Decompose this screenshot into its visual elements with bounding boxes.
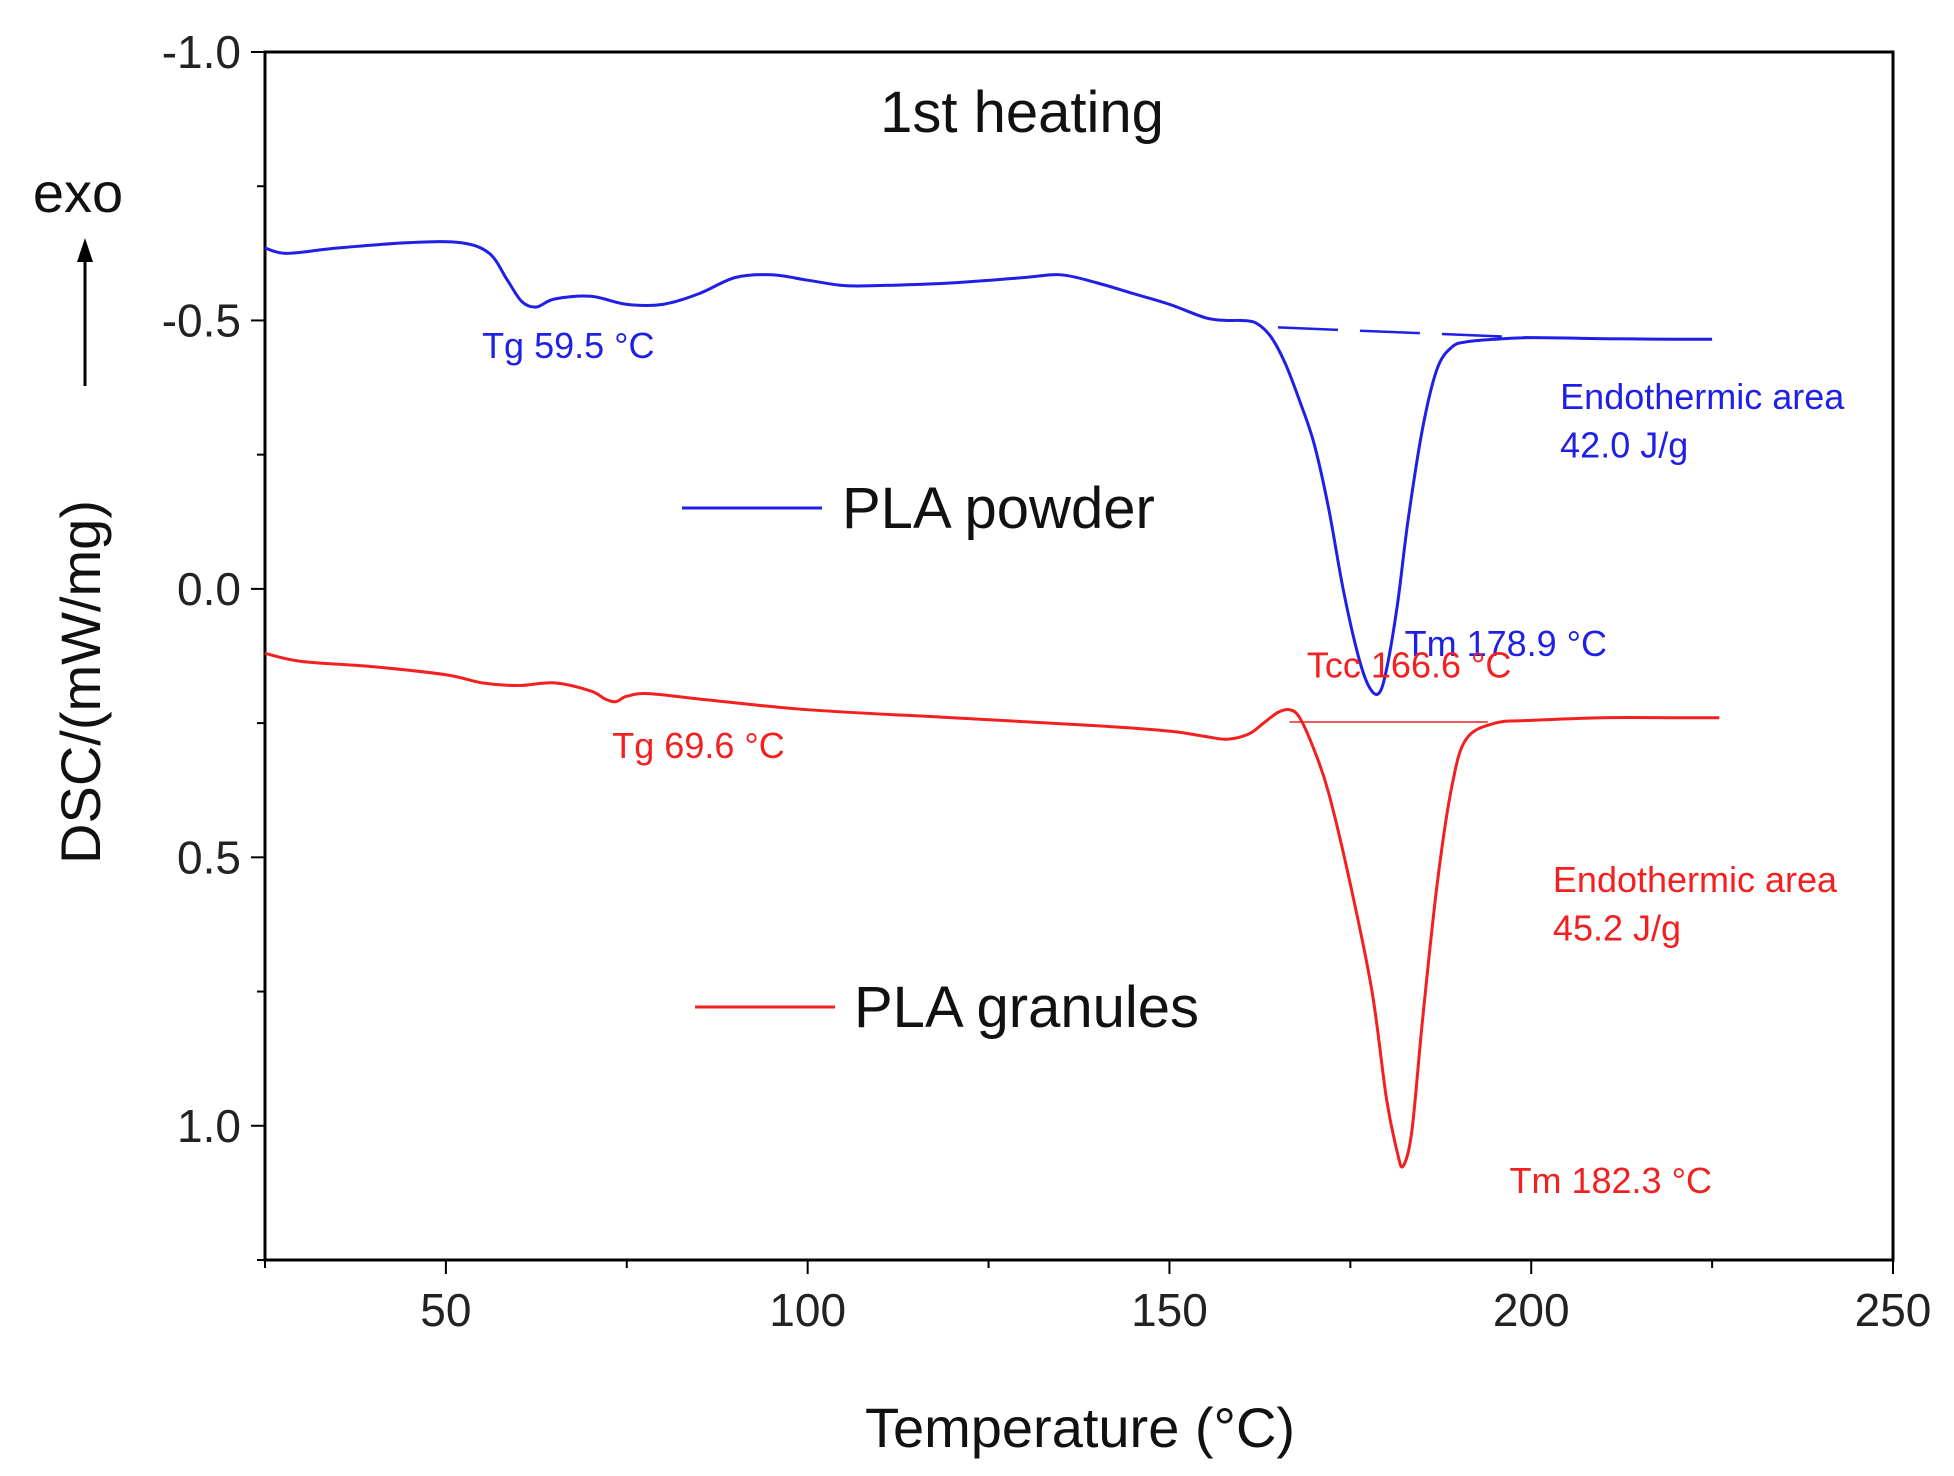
baselines: [1277, 326, 1532, 723]
x-tick-label: 100: [769, 1284, 846, 1336]
exo-label: exo: [33, 161, 123, 224]
annotation-label: Tg 69.6 °C: [612, 725, 784, 766]
x-axis-ticks: 50 100 150 200 250: [264, 1260, 1932, 1336]
series-line-pla-granules: [264, 651, 1720, 1169]
y-tick-label: 1.0: [177, 1100, 241, 1152]
annotation-label: 45.2 J/g: [1553, 908, 1681, 949]
y-axis-ticks: -1.0 -0.5 0.0 0.5 1.0: [162, 26, 265, 1261]
x-tick-label: 250: [1855, 1284, 1932, 1336]
y-tick-label: -0.5: [162, 294, 241, 346]
annotation-label: 42.0 J/g: [1560, 424, 1688, 465]
exo-indicator: exo: [33, 161, 123, 386]
y-tick-label: 0.5: [177, 831, 241, 883]
series-line-pla-powder: [264, 240, 1713, 696]
annotation-label: Tcc 166.6 °C: [1307, 644, 1512, 685]
up-arrow-icon: [77, 238, 93, 262]
legend-label-granules: PLA granules: [854, 975, 1199, 1040]
legend-label-powder: PLA powder: [842, 476, 1155, 541]
y-axis-label: DSC/(mW/mg): [49, 500, 112, 864]
x-tick-label: 200: [1493, 1284, 1570, 1336]
annotation-label: Tm 182.3 °C: [1510, 1160, 1712, 1201]
x-tick-label: 150: [1131, 1284, 1208, 1336]
annotations: Tg 59.5 °C Endothermic area 42.0 J/g Tm 178…: [482, 325, 1845, 1201]
annotation-label: Tm 178.9 °C: [1405, 623, 1607, 664]
legend: PLA powder PLA granules: [682, 476, 1199, 1040]
annotation-label: Endothermic area: [1553, 859, 1838, 900]
annotation-label: Endothermic area: [1560, 376, 1845, 417]
x-tick-label: 50: [420, 1284, 471, 1336]
y-tick-label: -1.0: [162, 26, 241, 78]
y-tick-label: 0.0: [177, 563, 241, 615]
baseline-pla-powder: [1277, 326, 1532, 339]
series-lines: [264, 240, 1720, 1169]
annotation-label: Tg 59.5 °C: [482, 325, 654, 366]
chart-title: 1st heating: [880, 80, 1164, 145]
x-axis-label: Temperature (°C): [865, 1396, 1295, 1459]
plot-frame: [263, 50, 1895, 1262]
